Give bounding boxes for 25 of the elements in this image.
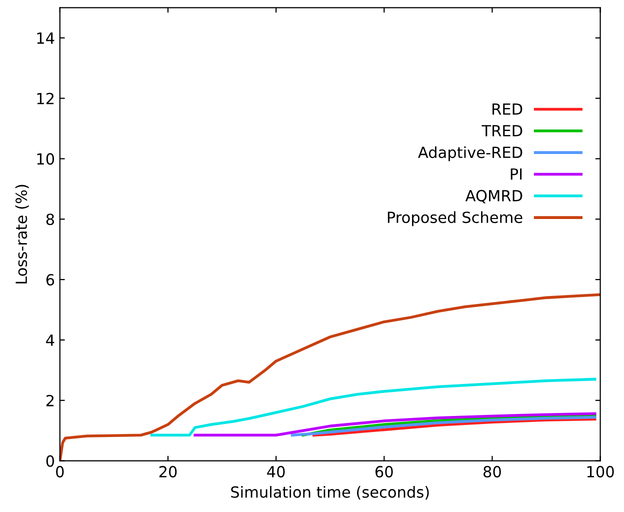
x-tick-label: 40	[267, 466, 285, 478]
y-tick-label: 2	[46, 394, 54, 406]
legend-label: TRED	[482, 125, 522, 136]
y-tick-label: 8	[46, 214, 54, 226]
x-tick-label: 0	[56, 466, 64, 478]
x-axis-title: Simulation time (seconds)	[231, 486, 429, 500]
x-tick-label: 20	[159, 466, 177, 478]
y-tick-label: 12	[37, 92, 54, 104]
legend-label: Proposed Scheme	[388, 211, 522, 226]
x-tick-label: 80	[484, 466, 501, 478]
legend-label: Adaptive-RED	[418, 146, 522, 162]
x-tick-label: 100	[587, 466, 614, 478]
y-tick-label: 4	[46, 334, 54, 346]
y-tick-label: 0	[46, 455, 54, 467]
x-tick-label: 60	[375, 466, 393, 478]
legend-label: RED	[492, 103, 522, 115]
y-axis-title: Loss-rate (%)	[15, 184, 29, 284]
line-series	[150, 378, 596, 437]
legend-label: AQMRD	[465, 190, 522, 204]
line-series	[194, 412, 596, 437]
y-tick-label: 14	[37, 32, 54, 44]
y-tick-label: 6	[46, 274, 54, 286]
y-tick-label: 10	[37, 153, 54, 165]
line-series	[312, 418, 596, 437]
legend-label: PI	[510, 168, 522, 180]
